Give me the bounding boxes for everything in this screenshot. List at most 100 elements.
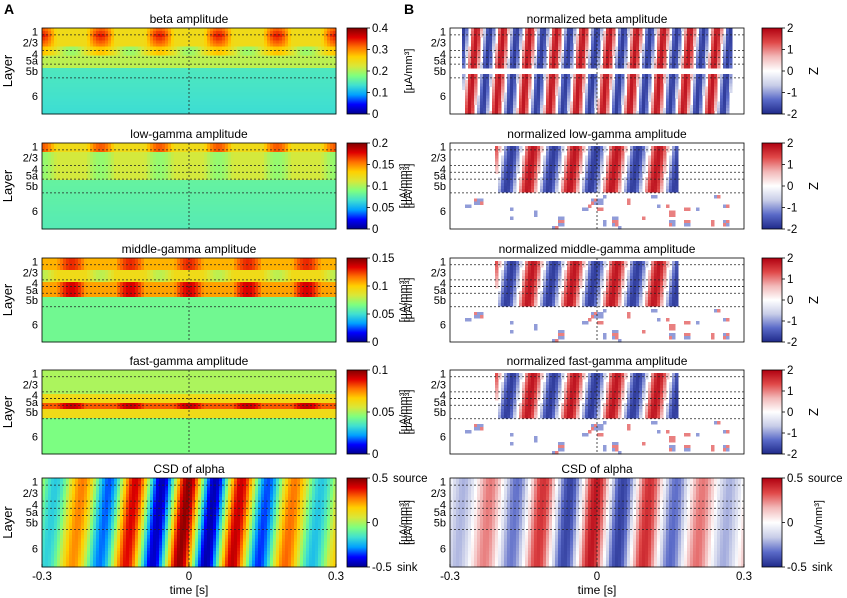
heatmap-cell (153, 74, 156, 77)
heatmap-cell (75, 62, 78, 65)
heatmap-cell (165, 65, 168, 68)
heatmap-cell (234, 28, 237, 31)
heatmap-cell (57, 74, 60, 77)
heatmap-cell (63, 93, 66, 96)
heatmap-cell (327, 86, 330, 89)
heatmap-cell (159, 99, 162, 102)
heatmap-cell (126, 37, 129, 40)
heatmap-cell (147, 53, 150, 56)
heatmap-cell (270, 43, 273, 46)
heatmap-cell (129, 46, 132, 49)
heatmap-cell (276, 68, 279, 71)
heatmap-cell (150, 99, 153, 102)
heatmap-cell (330, 71, 333, 74)
heatmap-cell (141, 40, 144, 43)
heatmap-cell (234, 31, 237, 34)
heatmap-cell (87, 86, 90, 89)
heatmap-cell (246, 65, 249, 68)
heatmap-cell (54, 102, 57, 105)
heatmap-cell (285, 83, 288, 86)
heatmap-cell (231, 43, 234, 46)
heatmap-cell (276, 59, 279, 62)
heatmap-cell (291, 83, 294, 86)
heatmap-cell (180, 71, 183, 74)
heatmap-cell (171, 93, 174, 96)
heatmap-cell (231, 46, 234, 49)
heatmap-cell (255, 43, 258, 46)
heatmap-cell (105, 93, 108, 96)
heatmap-cell (60, 86, 63, 89)
heatmap-cell (294, 40, 297, 43)
heatmap-cell (240, 93, 243, 96)
heatmap-cell (195, 62, 198, 65)
heatmap-cell (243, 59, 246, 62)
heatmap-cell (114, 43, 117, 46)
heatmap-cell (324, 83, 327, 86)
heatmap-cell (45, 59, 48, 62)
heatmap-cell (291, 53, 294, 56)
heatmap-cell (294, 71, 297, 74)
heatmap-cell (141, 43, 144, 46)
heatmap-cell (111, 89, 114, 92)
heatmap-cell (54, 99, 57, 102)
heatmap-cell (111, 28, 114, 31)
heatmap-cell (135, 83, 138, 86)
heatmap-cell (96, 37, 99, 40)
heatmap-cell (180, 99, 183, 102)
heatmap-cell (198, 83, 201, 86)
heatmap-cell (45, 102, 48, 105)
heatmap-cell (168, 93, 171, 96)
heatmap-cell (315, 86, 318, 89)
heatmap-cell (144, 46, 147, 49)
heatmap-cell (195, 59, 198, 62)
heatmap-cell (111, 53, 114, 56)
heatmap-cell (114, 102, 117, 105)
heatmap-cell (282, 68, 285, 71)
heatmap-cell (51, 59, 54, 62)
heatmap-cell (201, 40, 204, 43)
heatmap-cell (111, 86, 114, 89)
heatmap-cell (48, 68, 51, 71)
heatmap-cell (207, 40, 210, 43)
heatmap-cell (258, 71, 261, 74)
heatmap-cell (312, 31, 315, 34)
heatmap-cell (306, 80, 309, 83)
heatmap-cell (126, 43, 129, 46)
heatmap-cell (96, 99, 99, 102)
heatmap-cell (231, 28, 234, 31)
heatmap-cell (237, 53, 240, 56)
heatmap-cell (219, 31, 222, 34)
heatmap-cell (192, 28, 195, 31)
heatmap-cell (288, 31, 291, 34)
heatmap-cell (330, 96, 333, 99)
heatmap-cell (66, 80, 69, 83)
heatmap-cell (114, 83, 117, 86)
heatmap-cell (261, 43, 264, 46)
heatmap-cell (255, 31, 258, 34)
heatmap-cell (162, 86, 165, 89)
heatmap-cell (54, 65, 57, 68)
heatmap-cell (81, 102, 84, 105)
heatmap-cell (330, 83, 333, 86)
heatmap-cell (132, 53, 135, 56)
heatmap-cell (159, 83, 162, 86)
heatmap-cell (174, 59, 177, 62)
heatmap-cell (282, 102, 285, 105)
heatmap-cell (63, 74, 66, 77)
heatmap-cell (324, 31, 327, 34)
heatmap-cell (318, 99, 321, 102)
heatmap-cell (273, 96, 276, 99)
heatmap-cell (168, 37, 171, 40)
heatmap-cell (222, 83, 225, 86)
heatmap-cell (252, 31, 255, 34)
heatmap-cell (261, 80, 264, 83)
heatmap-cell (276, 102, 279, 105)
heatmap-cell (51, 31, 54, 34)
heatmap-cell (90, 28, 93, 31)
heatmap-cell (81, 46, 84, 49)
heatmap-cell (309, 89, 312, 92)
heatmap-cell (63, 65, 66, 68)
heatmap-cell (114, 68, 117, 71)
heatmap-cell (279, 65, 282, 68)
heatmap-cell (225, 43, 228, 46)
